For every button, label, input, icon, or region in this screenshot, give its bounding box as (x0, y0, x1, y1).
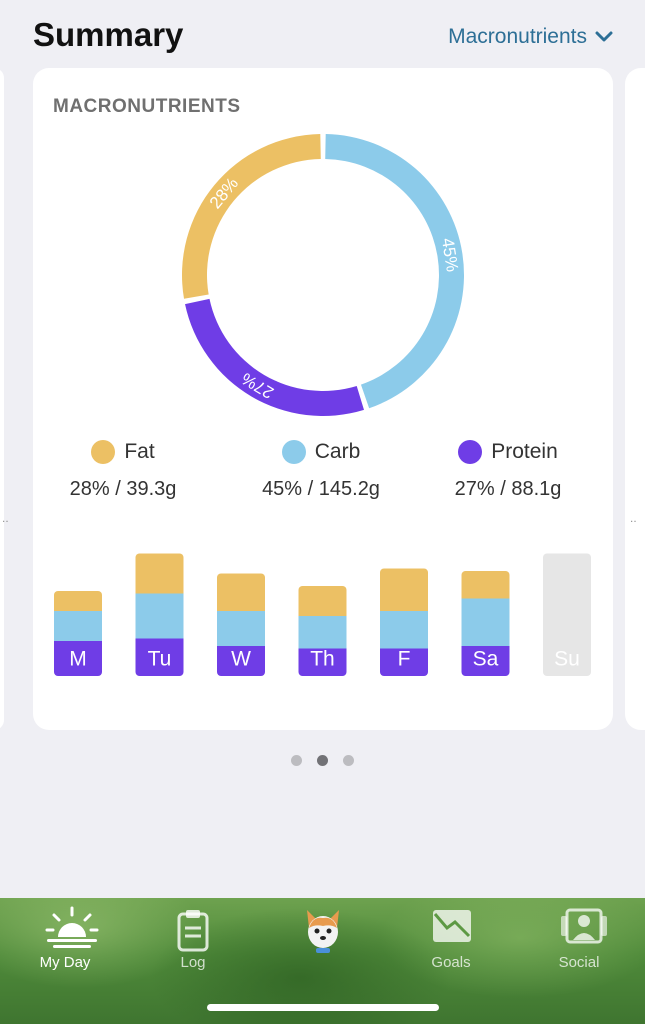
bar-th-protein (298, 648, 347, 676)
legend-protein-value: 27% / 88.1g (454, 478, 562, 500)
legend-fat: Fat 28% / 39.3g (33, 440, 213, 501)
weekly-macro-bar-chart: M Tu W Th F Sa Su (54, 553, 591, 677)
donut-slice-carb (325, 134, 464, 409)
bar-m[interactable]: M (54, 591, 102, 676)
bar-sa[interactable]: Sa (461, 571, 510, 676)
bar-w[interactable]: W (217, 573, 265, 677)
page-dot[interactable] (343, 755, 354, 766)
bar-su-empty (543, 553, 591, 676)
page-dot[interactable] (291, 755, 302, 766)
bar-m-carb (54, 611, 102, 641)
card-heading: MACRONUTRIENTS (53, 96, 241, 117)
bar-f-protein (380, 648, 428, 676)
bar-label-tu: Tu (148, 648, 172, 671)
chart-envelope-icon (433, 910, 471, 942)
bar-tu[interactable]: Tu (135, 553, 184, 677)
macronutrient-donut-chart: 28%45%27% (182, 134, 464, 416)
tab-bar: My Day Log Goals (0, 898, 645, 1024)
fat-dot (91, 440, 116, 464)
bar-tu-carb (135, 593, 184, 639)
tab-log[interactable]: Log (138, 898, 248, 978)
bar-f-carb (380, 611, 428, 649)
header: Summary Macronutrients (0, 0, 645, 68)
bar-tu-protein (135, 638, 184, 676)
bar-th[interactable]: Th (298, 586, 347, 676)
bar-sa-carb (461, 598, 510, 646)
protein-dot (458, 440, 483, 464)
tab-my-day[interactable]: My Day (10, 898, 120, 978)
previous-card-peek[interactable] (0, 68, 4, 730)
bar-label-w: W (231, 648, 251, 671)
tab-social[interactable]: Social (524, 898, 634, 978)
home-indicator (207, 1004, 439, 1011)
previous-card-dots: ‥ (2, 514, 9, 525)
bar-label-f: F (398, 648, 411, 671)
donut-slice-protein (185, 298, 364, 416)
page-dot[interactable] (317, 755, 328, 766)
legend-protein-label: Protein (491, 440, 558, 463)
tab-log-label: Log (180, 954, 206, 971)
people-icon (561, 908, 607, 944)
bar-th-fat (298, 586, 347, 616)
bar-sa-fat (461, 571, 510, 599)
donut-slice-fat (182, 134, 321, 299)
legend-fat-label: Fat (124, 440, 155, 463)
bar-label-th: Th (310, 648, 335, 671)
bar-f-fat (380, 568, 428, 611)
tab-goals[interactable]: Goals (396, 898, 506, 978)
legend-carb-label: Carb (314, 440, 361, 463)
clipboard-icon (177, 910, 209, 952)
bar-w-fat (217, 573, 265, 611)
macronutrients-card[interactable]: MACRONUTRIENTS 28% 45% 27% Fat 28% / 39.3g… (33, 68, 613, 730)
bar-label-sa: Sa (473, 648, 499, 671)
sunrise-icon (45, 906, 99, 948)
dropdown-label: Macronutrients (448, 25, 587, 48)
tab-my-day-label: My Day (39, 954, 91, 971)
dog-avatar-icon (307, 910, 339, 953)
bar-label-m: M (69, 648, 87, 671)
bar-tu-fat (135, 553, 184, 594)
bar-sa-protein (461, 646, 510, 676)
carb-dot (281, 440, 306, 464)
chevron-down-icon (595, 31, 613, 42)
legend-protein: Protein 27% / 88.1g (418, 440, 598, 501)
legend-carb: Carb 45% / 145.2g (231, 440, 411, 501)
legend-fat-value: 28% / 39.3g (69, 478, 177, 500)
page-title: Summary (33, 16, 184, 53)
tab-pet[interactable] (268, 898, 378, 978)
bar-m-fat (54, 591, 102, 611)
bar-m-protein (54, 641, 102, 676)
bar-label-su: Su (554, 648, 580, 671)
tab-social-label: Social (558, 954, 600, 971)
next-card-dots: ‥ (630, 514, 637, 525)
legend-carb-value: 45% / 145.2g (262, 478, 380, 500)
macronutrients-dropdown[interactable]: Macronutrients (448, 25, 613, 49)
tab-goals-label: Goals (431, 954, 471, 971)
bar-th-carb (298, 616, 347, 649)
bar-su[interactable]: Su (543, 553, 591, 677)
bar-w-protein (217, 646, 265, 676)
bar-w-carb (217, 611, 265, 646)
bar-f[interactable]: F (380, 568, 428, 677)
page-indicator[interactable] (0, 755, 645, 766)
next-card-peek[interactable] (625, 68, 645, 730)
